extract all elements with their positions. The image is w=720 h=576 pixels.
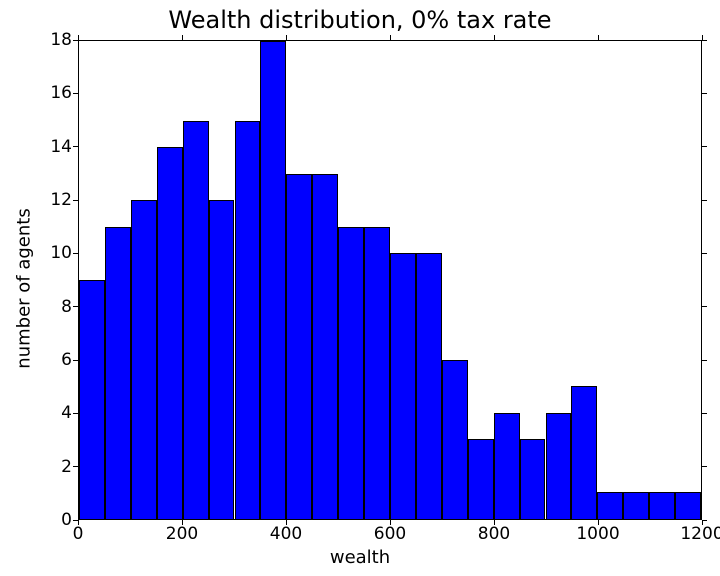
histogram-bar <box>546 413 572 519</box>
y-tick-label: 8 <box>61 297 72 317</box>
x-tick-mark <box>182 520 183 525</box>
y-tick-mark-right <box>702 306 707 307</box>
histogram-bar <box>286 174 312 519</box>
y-tick-label: 10 <box>50 243 72 263</box>
histogram-bar <box>649 492 675 519</box>
x-tick-mark <box>598 520 599 525</box>
x-tick-mark-top <box>494 35 495 40</box>
histogram-bar <box>675 492 701 519</box>
y-tick-mark-right <box>702 40 707 41</box>
histogram-bar <box>131 200 157 519</box>
x-tick-label: 600 <box>374 524 406 544</box>
plot-area <box>78 40 702 520</box>
y-tick-label: 4 <box>61 403 72 423</box>
y-tick-mark <box>73 200 78 201</box>
y-tick-mark <box>73 306 78 307</box>
y-axis-label-wrap: number of agents <box>14 0 34 576</box>
x-tick-mark <box>390 520 391 525</box>
x-tick-label: 0 <box>73 524 84 544</box>
y-tick-label: 6 <box>61 350 72 370</box>
histogram-bar <box>157 147 183 519</box>
x-tick-mark <box>702 520 703 525</box>
bars-layer <box>79 41 701 519</box>
y-tick-label: 12 <box>50 190 72 210</box>
histogram-bar <box>390 253 416 519</box>
histogram-bar <box>260 41 286 519</box>
y-tick-mark-right <box>702 360 707 361</box>
y-tick-mark-right <box>702 466 707 467</box>
y-tick-label: 16 <box>50 83 72 103</box>
y-axis-label: number of agents <box>14 208 35 368</box>
y-tick-label: 14 <box>50 137 72 157</box>
x-tick-label: 800 <box>478 524 510 544</box>
y-tick-mark <box>73 93 78 94</box>
x-tick-mark-top <box>286 35 287 40</box>
histogram-bar <box>338 227 364 519</box>
histogram-bar <box>183 121 209 519</box>
y-tick-mark <box>73 520 78 521</box>
histogram-bar <box>209 200 235 519</box>
y-tick-label: 0 <box>61 510 72 530</box>
histogram-bar <box>494 413 520 519</box>
y-tick-mark-right <box>702 253 707 254</box>
histogram-bar <box>623 492 649 519</box>
histogram-bar <box>105 227 131 519</box>
y-tick-mark-right <box>702 93 707 94</box>
histogram-bar <box>364 227 390 519</box>
x-tick-label: 200 <box>166 524 198 544</box>
y-tick-mark <box>73 413 78 414</box>
x-tick-label: 1200 <box>680 524 720 544</box>
histogram-bar <box>312 174 338 519</box>
x-tick-label: 400 <box>270 524 302 544</box>
histogram-bar <box>79 280 105 519</box>
figure: Wealth distribution, 0% tax rate number … <box>0 0 720 576</box>
x-tick-mark-top <box>182 35 183 40</box>
x-tick-mark-top <box>390 35 391 40</box>
x-tick-mark-top <box>598 35 599 40</box>
histogram-bar <box>468 439 494 519</box>
y-tick-mark-right <box>702 413 707 414</box>
x-tick-mark <box>494 520 495 525</box>
y-tick-label: 2 <box>61 457 72 477</box>
x-tick-mark <box>286 520 287 525</box>
chart-title: Wealth distribution, 0% tax rate <box>0 6 720 34</box>
histogram-bar <box>597 492 623 519</box>
histogram-bar <box>442 360 468 519</box>
x-tick-label: 1000 <box>576 524 619 544</box>
x-axis-label: wealth <box>0 547 720 568</box>
y-tick-mark <box>73 253 78 254</box>
histogram-bar <box>235 121 261 519</box>
histogram-bar <box>520 439 546 519</box>
y-tick-mark-right <box>702 200 707 201</box>
y-tick-mark <box>73 360 78 361</box>
y-tick-mark-right <box>702 146 707 147</box>
y-tick-label: 18 <box>50 30 72 50</box>
histogram-bar <box>571 386 597 519</box>
y-tick-mark <box>73 466 78 467</box>
y-tick-mark-right <box>702 520 707 521</box>
x-tick-mark <box>78 520 79 525</box>
y-tick-mark <box>73 40 78 41</box>
histogram-bar <box>416 253 442 519</box>
y-tick-mark <box>73 146 78 147</box>
